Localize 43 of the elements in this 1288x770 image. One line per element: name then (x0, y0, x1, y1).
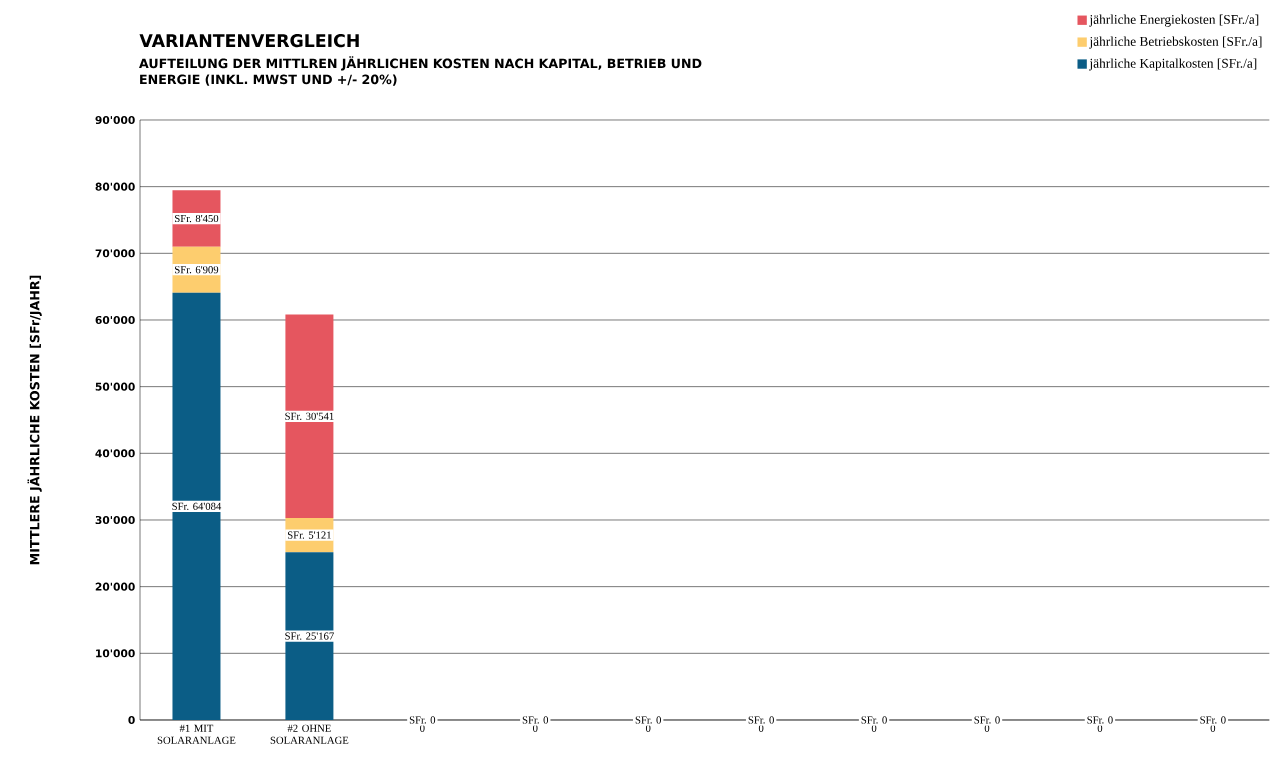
legend-label: jährliche Kapitalkosten [SFr./a] (1089, 58, 1257, 71)
data-label: SFr. 30'541 (285, 412, 334, 420)
chart-title: VARIANTENVERGLEICH (139, 34, 359, 48)
x-tick-label: 0 (871, 724, 877, 732)
data-label: SFr. 0 (409, 716, 436, 724)
y-tick-label: 70'000 (95, 249, 135, 258)
y-tick-label: 0 (128, 715, 135, 725)
bar (285, 552, 334, 720)
data-label: SFr. 0 (748, 716, 774, 724)
x-tick-label: 0 (645, 724, 651, 732)
x-tick-label: 0 (1097, 724, 1103, 732)
y-tick-label: 40'000 (95, 449, 135, 458)
y-tick-label: 60'000 (95, 315, 135, 325)
x-tick-label: #2 OHNE SOLARANLAGE (270, 724, 349, 744)
data-label: SFr. 64'084 (172, 502, 222, 510)
chart-subtitle: AUFTEILUNG DER MITTLREN JÄHRLICHEN KOSTEN NACH KAPITAL, BETRIEB UND ENERGIE (INKL. MWST UND +/- 20%) (139, 56, 702, 86)
y-tick-label: 80'000 (95, 182, 135, 191)
x-tick-label: #1 MIT SOLARANLAGE (157, 724, 236, 744)
x-tick-label: 0 (420, 724, 425, 732)
legend-label: jährliche Betriebskosten [SFr./a] (1089, 36, 1262, 49)
data-label: SFr. 0 (1087, 716, 1113, 724)
data-label: SFr. 8'450 (175, 214, 219, 223)
y-tick-label: 30'000 (95, 515, 135, 525)
y-tick-label: 20'000 (95, 582, 135, 591)
data-label: SFr. 0 (1200, 716, 1226, 724)
x-tick-label: 0 (758, 724, 764, 732)
data-label: SFr. 5'121 (287, 531, 331, 539)
y-axis-title: MITTLERE JÄHRLICHE KOSTEN [SFr/JAHR] (27, 275, 42, 565)
y-tick-label: 90'000 (95, 115, 135, 125)
bar (285, 314, 334, 519)
data-label: SFr. 0 (974, 716, 1000, 724)
x-tick-label: 0 (984, 724, 990, 732)
data-label: SFr. 0 (522, 716, 549, 724)
data-label: SFr. 0 (635, 716, 661, 724)
data-label: SFr. 6'909 (175, 266, 219, 274)
y-tick-label: 50'000 (95, 382, 135, 391)
data-label: SFr. 0 (861, 716, 887, 724)
y-tick-label: 10'000 (96, 649, 135, 658)
bar (172, 292, 221, 720)
data-label: SFr. 25'167 (285, 632, 334, 640)
legend-label: jährliche Energiekosten [SFr./a] (1089, 14, 1259, 27)
x-tick-label: 0 (533, 724, 538, 732)
x-tick-label: 0 (1210, 724, 1216, 732)
